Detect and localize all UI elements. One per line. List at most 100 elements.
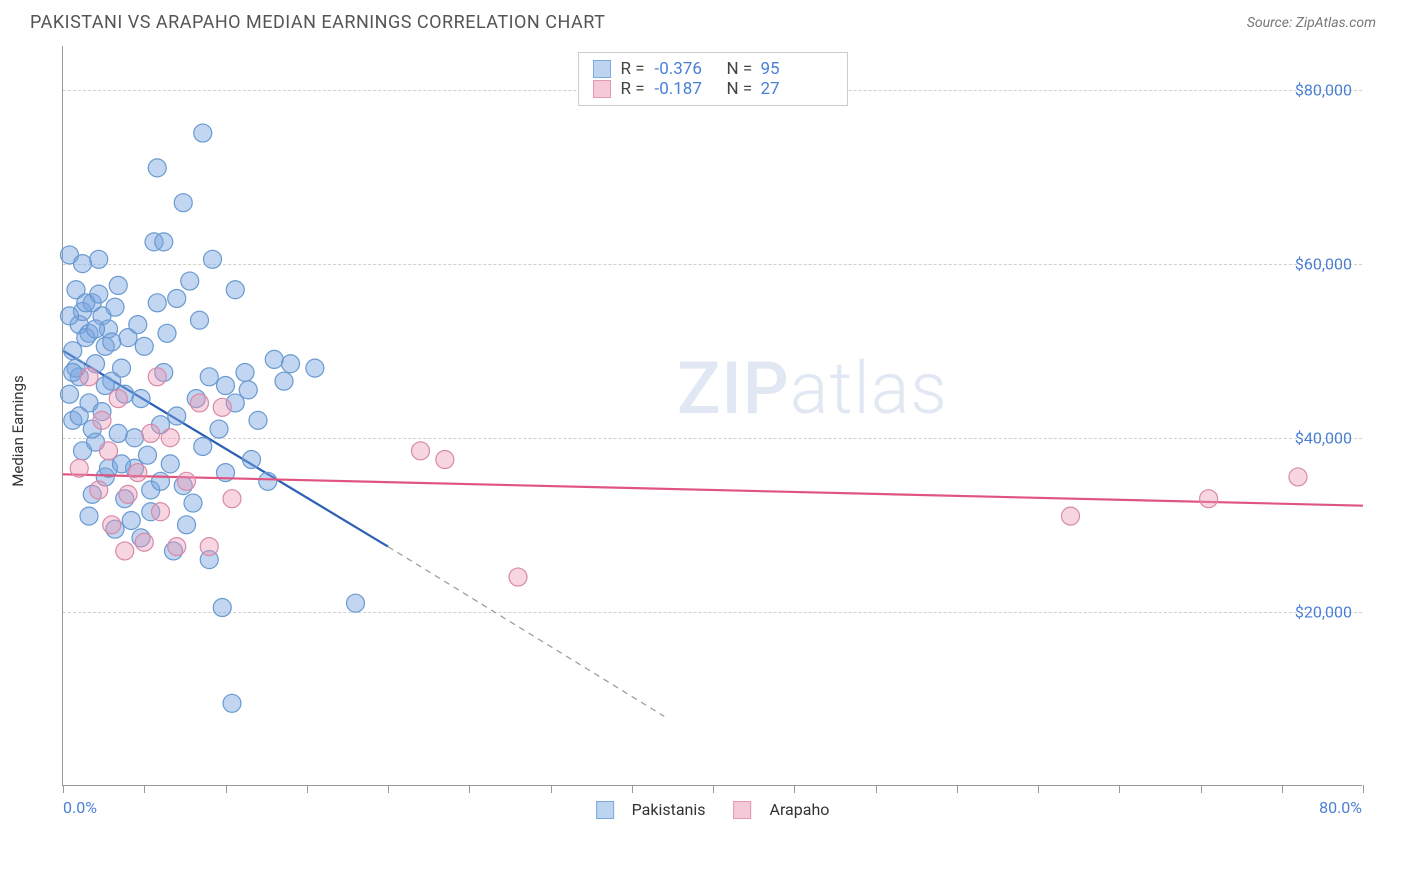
legend-series-item: Pakistanis xyxy=(596,800,706,819)
data-point xyxy=(161,455,179,473)
data-point xyxy=(74,255,92,273)
data-point xyxy=(259,472,277,490)
data-point xyxy=(1062,507,1080,525)
legend-stats: R =-0.376N =95R =-0.187N =27 xyxy=(578,52,848,106)
data-point xyxy=(210,420,228,438)
data-point xyxy=(109,424,127,442)
legend-n-label: N = xyxy=(727,59,761,79)
data-point xyxy=(106,298,124,316)
data-point xyxy=(135,533,153,551)
x-tick xyxy=(1201,785,1202,793)
x-tick xyxy=(794,785,795,793)
trend-line xyxy=(63,474,1363,505)
x-tick xyxy=(469,785,470,793)
legend-series-name: Pakistanis xyxy=(632,800,706,819)
legend-n-value: 27 xyxy=(761,79,833,99)
data-point xyxy=(223,694,241,712)
data-point xyxy=(122,511,140,529)
data-point xyxy=(148,368,166,386)
data-point xyxy=(168,538,186,556)
legend-stats-row: R =-0.376N =95 xyxy=(593,59,833,79)
x-tick-label-max: 80.0% xyxy=(1319,798,1362,817)
data-point xyxy=(142,424,160,442)
data-point xyxy=(152,472,170,490)
data-point xyxy=(168,289,186,307)
data-point xyxy=(135,337,153,355)
data-point xyxy=(129,464,147,482)
data-point xyxy=(74,442,92,460)
data-point xyxy=(80,507,98,525)
x-tick xyxy=(1038,785,1039,793)
data-point xyxy=(148,294,166,312)
data-point xyxy=(282,355,300,373)
y-axis-label: Median Earnings xyxy=(9,375,27,486)
legend-swatch xyxy=(734,801,752,819)
legend-swatch xyxy=(593,60,611,78)
data-point xyxy=(223,490,241,508)
legend-stats-row: R =-0.187N =27 xyxy=(593,79,833,99)
x-tick xyxy=(63,785,64,793)
data-point xyxy=(174,194,192,212)
data-point xyxy=(158,324,176,342)
data-point xyxy=(161,429,179,447)
data-point xyxy=(200,368,218,386)
data-point xyxy=(109,276,127,294)
data-point xyxy=(249,411,267,429)
data-point xyxy=(191,394,209,412)
x-tick xyxy=(1119,785,1120,793)
data-point xyxy=(61,307,79,325)
x-tick-label-min: 0.0% xyxy=(63,798,97,817)
data-point xyxy=(436,451,454,469)
x-tick xyxy=(876,785,877,793)
svg-layer xyxy=(63,46,1363,786)
data-point xyxy=(194,124,212,142)
legend-swatch xyxy=(596,801,614,819)
legend-series-item: Arapaho xyxy=(734,800,830,819)
data-point xyxy=(61,385,79,403)
data-point xyxy=(126,429,144,447)
data-point xyxy=(306,359,324,377)
data-point xyxy=(90,481,108,499)
data-point xyxy=(70,459,88,477)
data-point xyxy=(116,542,134,560)
data-point xyxy=(1289,468,1307,486)
data-point xyxy=(103,516,121,534)
data-point xyxy=(509,568,527,586)
data-point xyxy=(191,311,209,329)
data-point xyxy=(213,398,231,416)
plot-area: $20,000$40,000$60,000$80,0000.0%80.0%ZIP… xyxy=(62,46,1362,786)
data-point xyxy=(226,281,244,299)
x-tick xyxy=(388,785,389,793)
data-point xyxy=(132,390,150,408)
legend-series: Pakistanis Arapaho xyxy=(596,800,830,819)
legend-series-name: Arapaho xyxy=(770,800,830,819)
x-tick xyxy=(957,785,958,793)
legend-r-label: R = xyxy=(621,79,655,99)
legend-n-value: 95 xyxy=(761,59,833,79)
data-point xyxy=(87,320,105,338)
data-point xyxy=(412,442,430,460)
source-attribution: Source: ZipAtlas.com xyxy=(1247,15,1376,31)
data-point xyxy=(90,250,108,268)
data-point xyxy=(181,272,199,290)
legend-n-label: N = xyxy=(727,79,761,99)
data-point xyxy=(70,407,88,425)
chart-title: PAKISTANI VS ARAPAHO MEDIAN EARNINGS COR… xyxy=(30,12,605,33)
data-point xyxy=(243,451,261,469)
x-tick xyxy=(1363,785,1364,793)
data-point xyxy=(347,594,365,612)
data-point xyxy=(194,437,212,455)
data-point xyxy=(64,363,82,381)
data-point xyxy=(109,390,127,408)
data-point xyxy=(184,494,202,512)
data-point xyxy=(178,472,196,490)
x-tick xyxy=(1282,785,1283,793)
chart-container: Median Earnings $20,000$40,000$60,000$80… xyxy=(30,46,1380,816)
x-tick xyxy=(632,785,633,793)
legend-r-value: -0.376 xyxy=(655,59,727,79)
x-tick xyxy=(551,785,552,793)
data-point xyxy=(178,516,196,534)
data-point xyxy=(265,350,283,368)
x-tick xyxy=(226,785,227,793)
data-point xyxy=(80,368,98,386)
